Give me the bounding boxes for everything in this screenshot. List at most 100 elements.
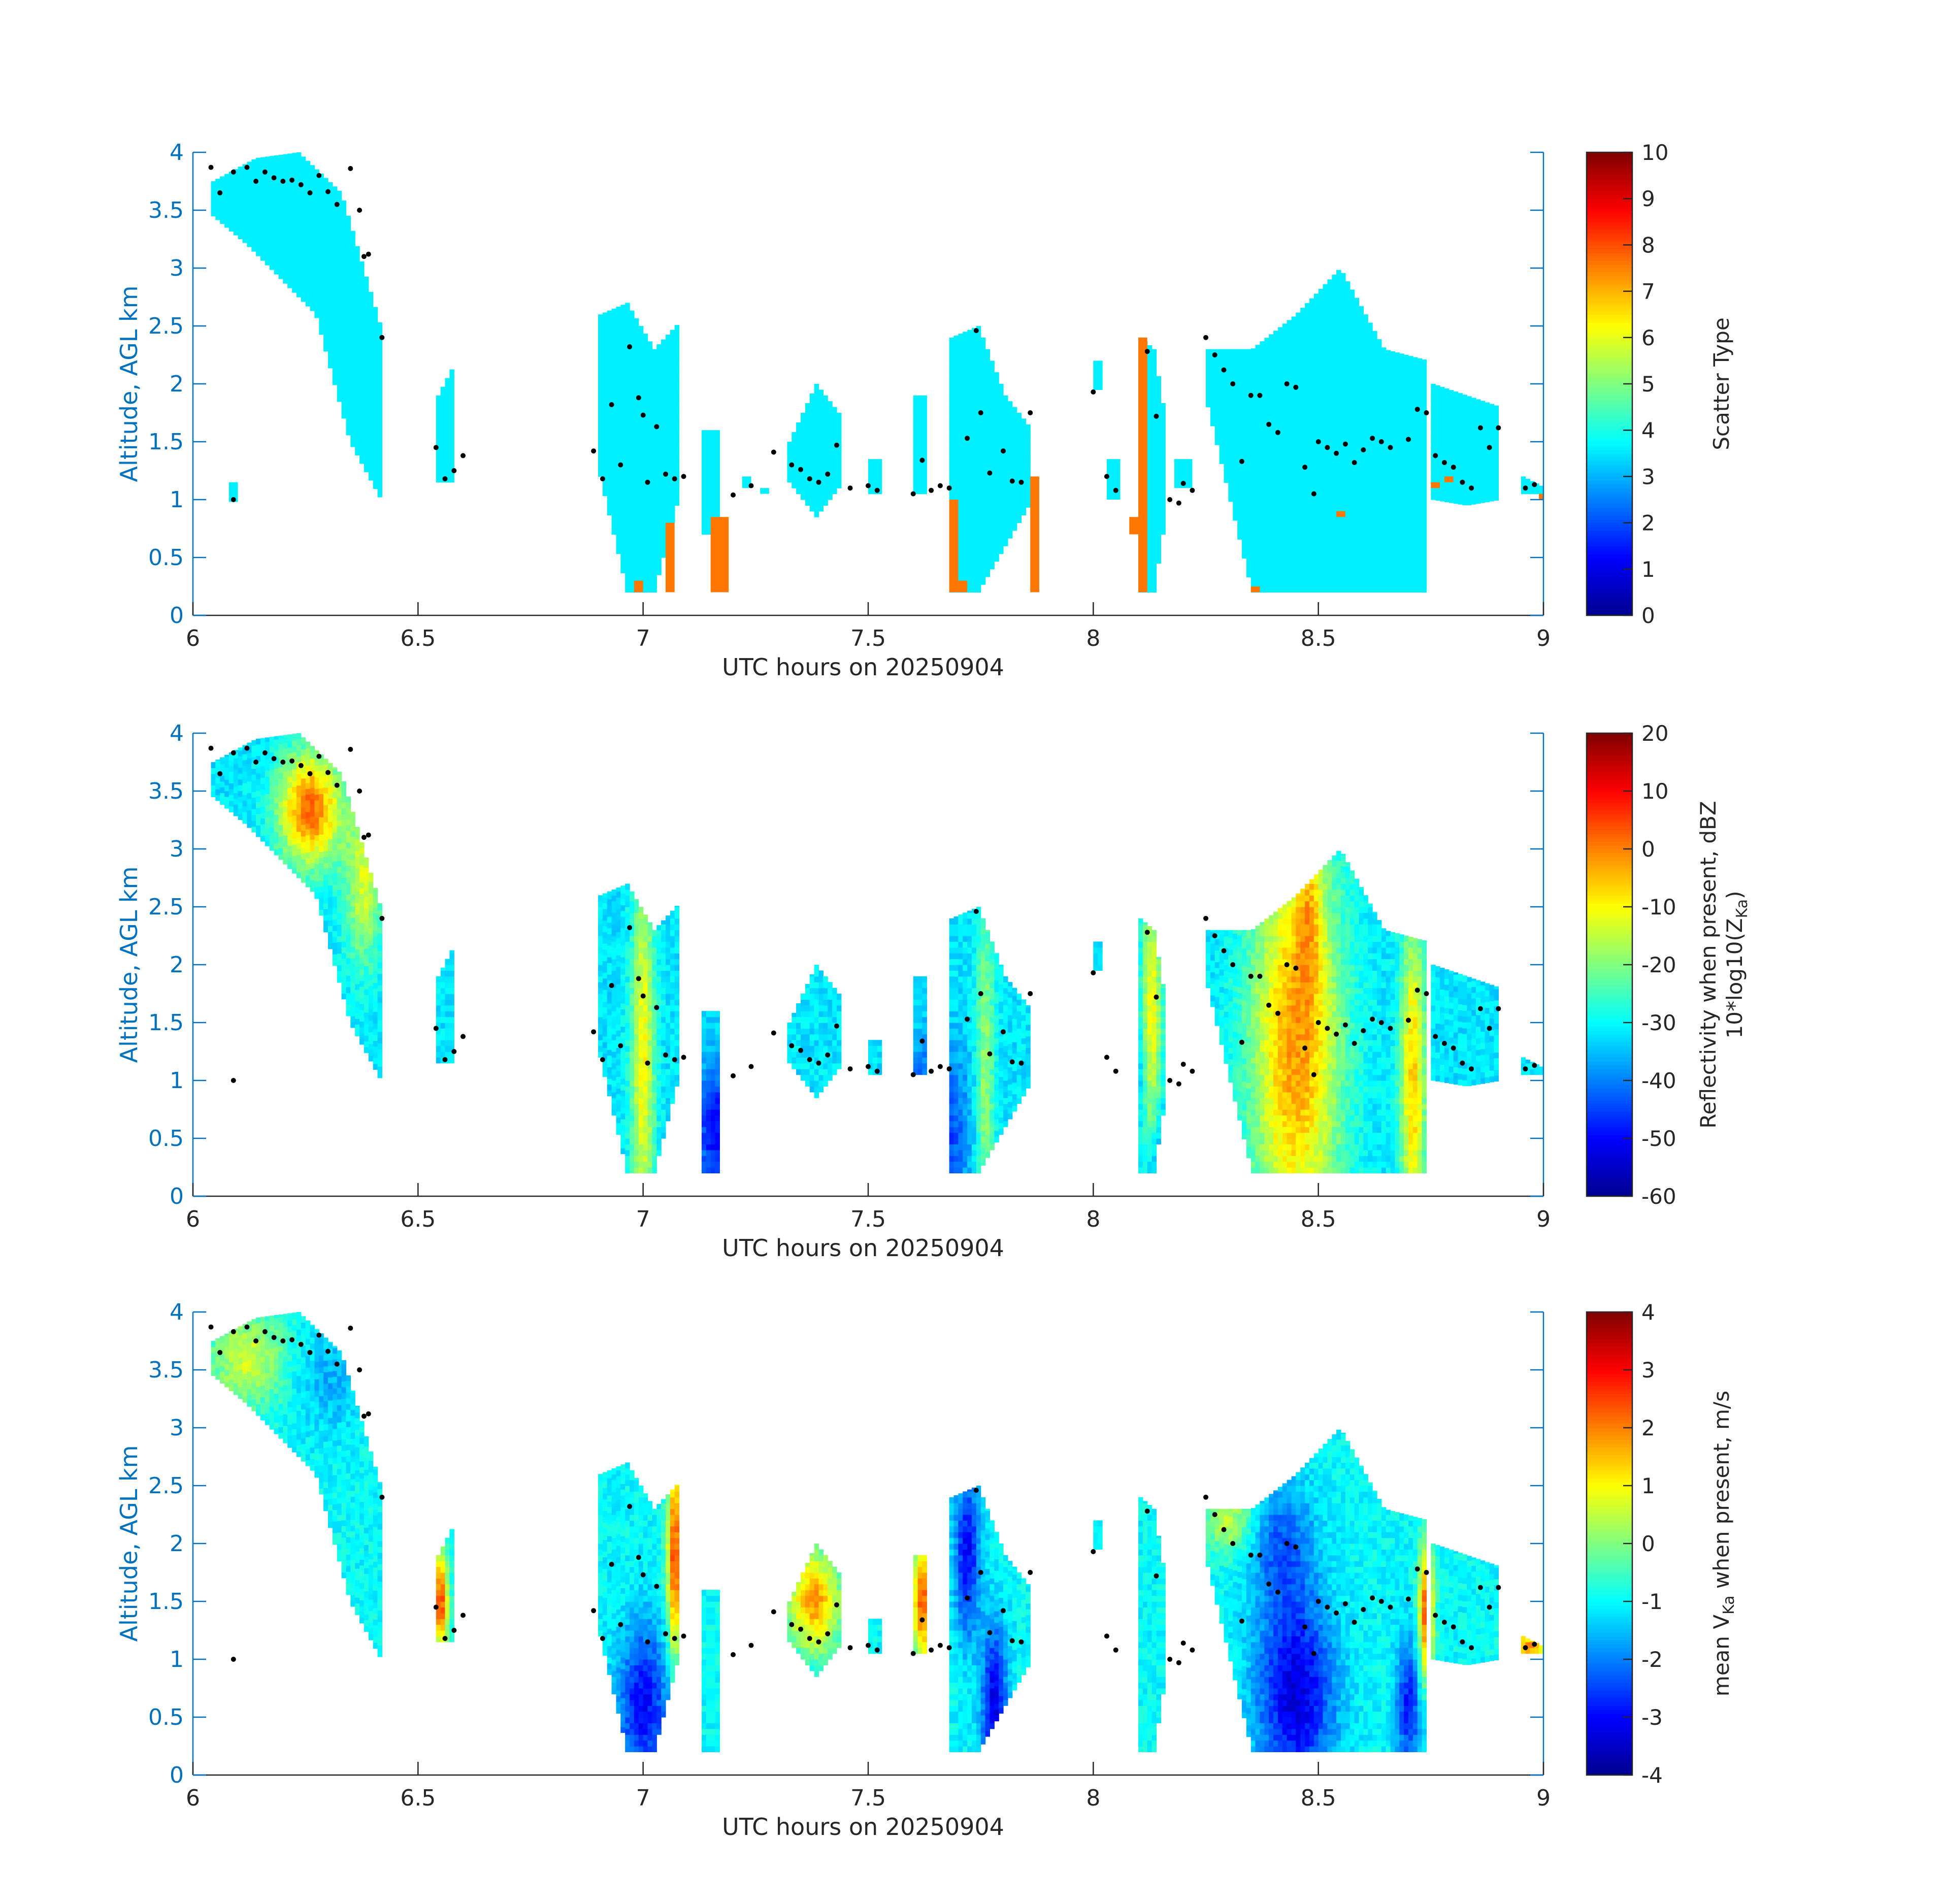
echo-cell-10-3653 [1296, 337, 1301, 344]
echo-cell-10-4357 [1359, 540, 1364, 546]
echo-cell-2-982 [598, 465, 603, 471]
echo-cell-7-2328 [976, 505, 981, 512]
echo-cell-10-3353 [1269, 453, 1274, 459]
echo-cell-2-1279 [630, 453, 635, 459]
echo-cell-0-150 [265, 253, 270, 260]
echo-cell-2-1207 [625, 580, 630, 587]
echo-cell-10-4815 [1404, 471, 1409, 477]
echo-cell-4-1877 [814, 447, 819, 454]
echo-cell-0-467 [323, 305, 328, 311]
echo-cell-10-3769 [1309, 529, 1314, 535]
echo-cell-10-3409 [1273, 389, 1278, 396]
echo-cell-0-225 [278, 180, 283, 187]
echo-cell-7-2345 [976, 407, 981, 413]
echo-cell-10-4900 [1412, 459, 1418, 466]
echo-cell-2-1534 [656, 546, 662, 552]
echo-cell-10-4384 [1359, 384, 1364, 390]
echo-cell-0-232 [283, 272, 288, 278]
echo-cell-10-3712 [1305, 569, 1310, 575]
echo-cell-2-1513 [652, 442, 657, 448]
echo-cell-10-4845 [1408, 540, 1413, 546]
echo-cell-10-3269 [1260, 430, 1265, 437]
echo-cell-10-3419 [1273, 332, 1278, 338]
echo-cell-2-1127 [616, 484, 621, 490]
echo-cell-10-3443 [1277, 459, 1283, 466]
echo-cell-2-1273 [630, 488, 635, 495]
echo-cell-10-4775 [1399, 459, 1404, 466]
echo-cell-0-470 [323, 287, 328, 294]
echo-cell-7-2318 [976, 563, 981, 570]
echo-cell-6-2008 [913, 395, 918, 402]
echo-cell-0-92 [247, 189, 252, 195]
echo-cell-2-1140 [616, 409, 621, 415]
echo-cell-10-4352 [1359, 569, 1364, 575]
echo-cell-10-3496 [1282, 418, 1288, 425]
echo-cell-10-4443 [1363, 332, 1368, 338]
echo-cell-10-4400 [1363, 580, 1368, 587]
echo-cell-10-3132 [1246, 478, 1252, 485]
echo-cell-2-1351 [634, 320, 639, 326]
echo-cell-0-188 [274, 268, 279, 275]
echo-cell-10-3527 [1287, 511, 1292, 517]
echo-cell-7-2494 [994, 469, 999, 475]
echo-cell-10-4654 [1386, 430, 1391, 437]
echo-cell-10-3716 [1305, 546, 1310, 552]
echo-cell-0-696 [350, 296, 355, 303]
echo-cell-10-4200 [1345, 534, 1351, 541]
echo-cell-10-3823 [1313, 511, 1319, 517]
echo-cell-7-2185 [963, 540, 968, 546]
echo-cell-2-1671 [670, 360, 675, 367]
echo-cell-10-3841 [1313, 407, 1319, 413]
echo-cell-9-2765 [1147, 575, 1153, 581]
echo-cell-0-15 [220, 212, 225, 218]
echo-cell-2-1156 [616, 316, 621, 322]
echo-cell-2-1627 [666, 424, 671, 431]
echo-cell-2-1200 [620, 330, 626, 336]
echo-cell-4-1940 [828, 430, 833, 437]
echo-cell-7-2654 [1026, 478, 1031, 485]
echo-cell-2-1003 [598, 343, 603, 350]
echo-cell-9-2833 [1151, 430, 1157, 437]
echo-cell-0-419 [314, 237, 319, 243]
echo-cell-0-612 [341, 314, 347, 320]
echo-cell-7-2205 [963, 424, 968, 431]
echo-cell-10-3636 [1296, 436, 1301, 442]
echo-cell-10-2989 [1228, 496, 1233, 502]
echo-cell-10-3652 [1296, 343, 1301, 350]
echo-cell-0-303 [296, 291, 302, 298]
echo-cell-9-2824 [1151, 482, 1157, 488]
echo-cell-0-275 [287, 160, 292, 167]
echo-cell-2-1540 [656, 511, 662, 517]
echo-cell-2-1112 [611, 326, 617, 332]
echo-cell-2-1277 [630, 465, 635, 471]
echo-cell-7-2582 [1007, 451, 1013, 457]
echo-cell-7-2513 [999, 542, 1004, 548]
echo-cell-10-4051 [1332, 430, 1337, 437]
echo-cell-0-553 [332, 205, 338, 212]
echo-cell-2-1341 [634, 378, 639, 384]
echo-cell-8-2669 [1093, 360, 1098, 367]
echo-cell-3-1715 [701, 500, 707, 506]
echo-cell-0-814 [364, 276, 369, 281]
echo-cell-3-1741 [706, 453, 711, 459]
echo-cell-10-3851 [1313, 349, 1319, 355]
echo-cell-7-2369 [980, 527, 986, 533]
echo-cell-10-4071 [1332, 314, 1337, 321]
echo-cell-2-1193 [620, 370, 626, 377]
echo-cell-2-1622 [666, 453, 671, 459]
echo-cell-2-1657 [670, 442, 675, 448]
echo-cell-9-2775 [1147, 517, 1153, 523]
echo-cell-10-3764 [1309, 557, 1314, 564]
echo-cell-10-3661 [1300, 575, 1305, 581]
echo-cell-10-3935 [1323, 471, 1328, 477]
echo-cell-10-4948 [1417, 418, 1423, 425]
echo-cell-10-4042 [1332, 482, 1337, 488]
echo-cell-7-2375 [980, 491, 986, 498]
echo-cell-10-3897 [1318, 384, 1324, 390]
echo-cell-2-1548 [656, 465, 662, 471]
echo-cell-7-2322 [976, 540, 981, 546]
echo-cell-3-1757 [710, 465, 716, 471]
echo-cell-10-4015 [1327, 320, 1332, 326]
echo-cell-0-158 [265, 207, 270, 213]
echo-cell-10-3375 [1273, 586, 1278, 593]
